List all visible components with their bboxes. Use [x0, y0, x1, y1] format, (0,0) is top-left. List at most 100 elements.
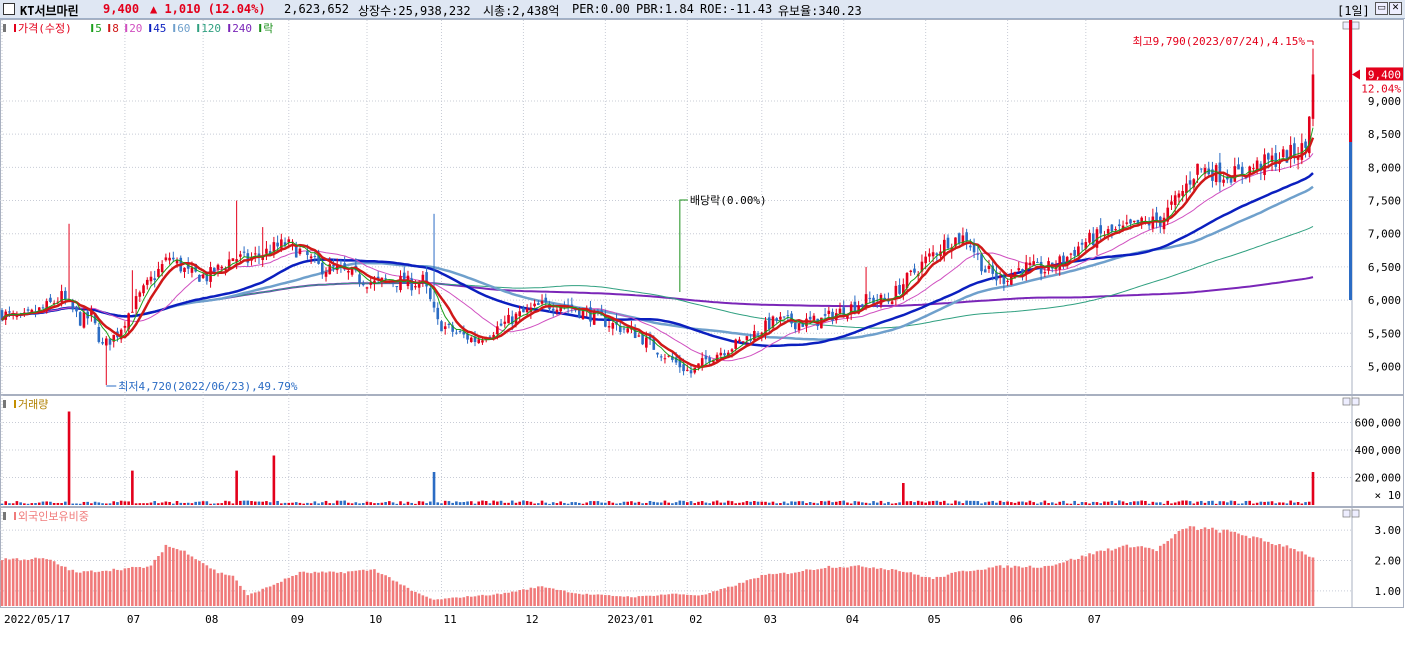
foreign-bar	[1125, 544, 1129, 606]
foreign-bar	[172, 547, 175, 606]
foreign-bar	[283, 578, 287, 606]
legend-item-5: 60	[177, 22, 190, 35]
foreign-bar	[481, 594, 484, 606]
volume-bar	[8, 503, 11, 505]
pane-restore-icon[interactable]	[1342, 397, 1351, 406]
volume-bar	[715, 500, 719, 505]
stock-name: KT서브마린	[20, 4, 79, 18]
candle-body	[350, 268, 354, 275]
candle-body	[794, 323, 797, 330]
candle-body	[771, 316, 775, 328]
foreign-bar	[533, 588, 536, 606]
volume-bar	[1118, 500, 1121, 505]
candle-body	[261, 255, 265, 260]
candle-body	[1248, 166, 1251, 175]
volume-bar	[570, 502, 574, 505]
volume-bar	[201, 501, 205, 505]
candle-body	[455, 332, 458, 334]
volume-bar	[596, 501, 600, 505]
candle-body	[831, 311, 834, 321]
volume-bar	[898, 502, 901, 505]
foreign-bar	[4, 558, 8, 606]
foreign-bar	[164, 544, 168, 606]
foreign-bar	[220, 572, 224, 606]
foreign-bar	[708, 592, 711, 606]
foreign-bar	[388, 577, 391, 606]
volume-bar	[823, 501, 827, 505]
foreign-bar	[544, 587, 548, 606]
candle-body	[1185, 183, 1188, 194]
candle-body	[842, 307, 846, 317]
volume-bar	[1099, 503, 1103, 505]
period-button[interactable]: [1일]	[1337, 4, 1370, 18]
volume-bar	[1047, 503, 1050, 505]
foreign-bar	[1293, 549, 1296, 606]
foreign-bar	[458, 597, 462, 606]
foreign-bar	[1132, 547, 1136, 606]
foreign-bar	[998, 565, 1002, 606]
pane-frame	[0, 507, 1404, 608]
candle-body	[872, 297, 875, 304]
foreign-bar	[1177, 530, 1181, 606]
candle-body	[369, 282, 373, 285]
volume-bar	[294, 502, 298, 505]
foreign-bar	[794, 572, 797, 606]
candle-body	[633, 327, 637, 339]
volume-bar	[425, 503, 428, 505]
pane-close-icon[interactable]	[1351, 397, 1360, 406]
foreign-bar	[60, 566, 63, 606]
pane-close-icon[interactable]	[1351, 509, 1360, 518]
volume-bar	[551, 502, 555, 505]
volume-bar	[939, 501, 942, 505]
volume-bar	[168, 501, 171, 505]
foreign-bar	[551, 588, 555, 606]
volume-bar	[395, 503, 399, 505]
foreign-bar	[250, 593, 253, 606]
volume-bar	[834, 501, 838, 505]
foreign-bar	[67, 570, 71, 606]
close-icon[interactable]: ✕	[1389, 2, 1402, 15]
foreign-bar	[78, 572, 82, 606]
candle-body	[198, 274, 201, 282]
candle-body	[231, 258, 235, 262]
candle-body	[60, 291, 63, 302]
window-checkbox[interactable]	[3, 3, 15, 15]
candle-body	[481, 340, 484, 343]
foreign-bar	[674, 593, 678, 606]
candle-body	[972, 243, 976, 253]
volume-bar	[801, 501, 805, 505]
foreign-bar	[261, 588, 265, 606]
foreign-bar	[1259, 538, 1263, 606]
foreign-bar	[935, 576, 939, 606]
pane-restore-icon[interactable]	[1342, 21, 1351, 30]
foreign-bar	[37, 558, 41, 606]
foreign-bar	[510, 591, 514, 606]
candle-body	[212, 267, 216, 274]
volume-bar	[406, 501, 410, 505]
volume-bar	[756, 501, 760, 505]
foreign-bar	[749, 579, 752, 606]
pane-restore-icon[interactable]	[1342, 509, 1351, 518]
foreign-bar	[157, 555, 160, 606]
foreign-bar	[779, 573, 782, 606]
restore-icon[interactable]: ▭	[1375, 2, 1388, 15]
volume-bar	[198, 501, 201, 505]
foreign-bar	[760, 574, 764, 606]
roe-value: ROE:-11.43	[700, 2, 773, 16]
volume-bar	[227, 501, 231, 505]
volume-bar	[119, 500, 123, 505]
volume-bar	[913, 502, 916, 505]
pane-close-icon[interactable]	[1351, 21, 1360, 30]
foreign-bar	[648, 595, 652, 606]
foreign-bar	[417, 593, 421, 606]
legend-swatch	[259, 24, 262, 32]
foreign-bar	[429, 598, 432, 606]
foreign-bar	[715, 590, 719, 606]
foreign-bar	[235, 580, 238, 606]
candle-body	[637, 335, 641, 337]
volume-bar	[537, 503, 540, 505]
legend-item-6: 120	[201, 22, 221, 35]
candle-body	[1300, 143, 1304, 160]
foreign-bar	[1252, 536, 1255, 606]
candle-body	[280, 239, 283, 249]
